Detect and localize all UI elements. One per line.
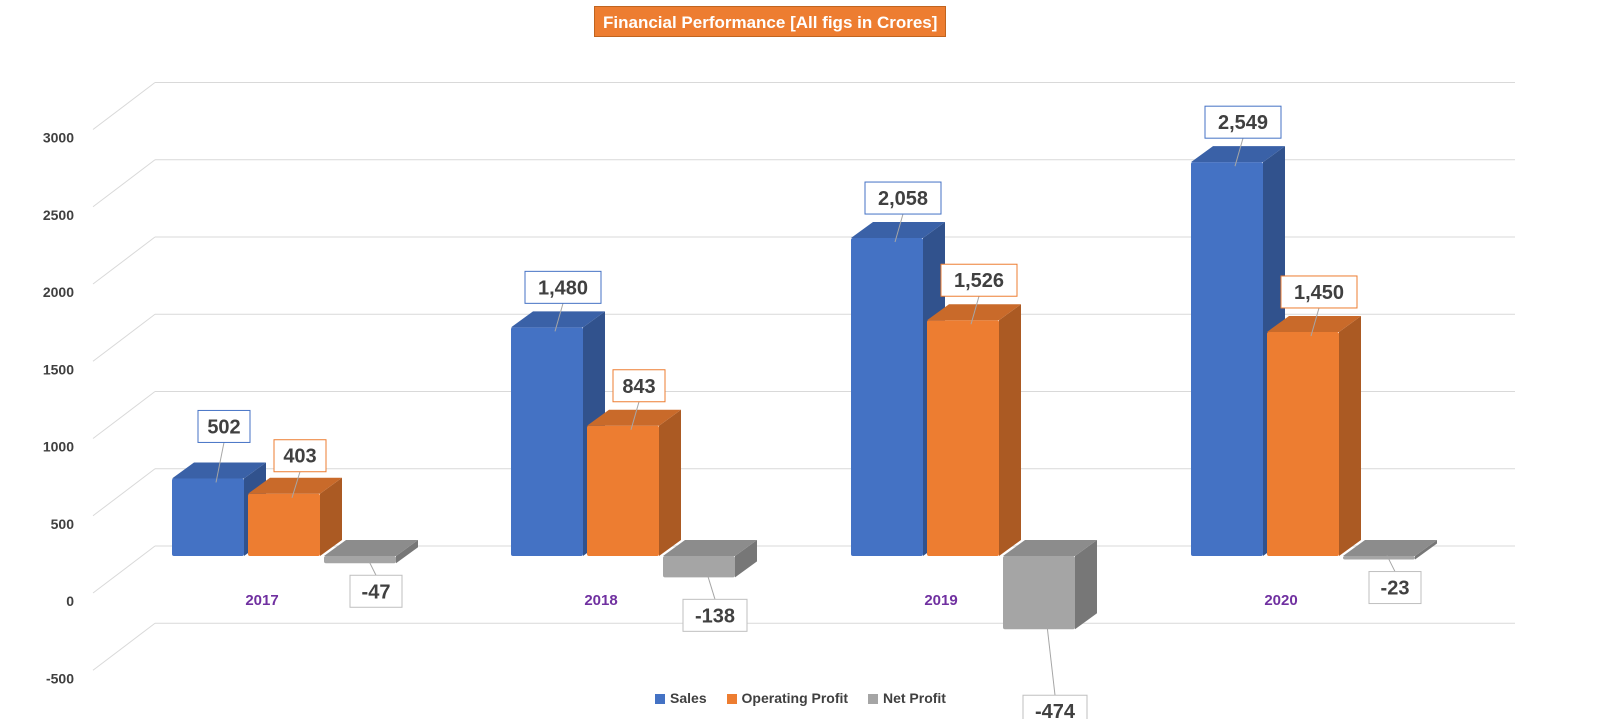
bar-operating-profit-2017-side	[320, 477, 342, 556]
bar-sales-2020-label: 2,549	[1218, 112, 1268, 134]
bar-sales-2018-front	[511, 327, 583, 556]
legend-item-sales: Sales	[655, 690, 707, 706]
bar-sales-2019-leader	[894, 213, 904, 243]
bar-sales-2019-label: 2,058	[878, 188, 928, 210]
legend-label-operating-profit: Operating Profit	[741, 690, 849, 706]
bar-net-profit-2019-label-box	[1022, 694, 1088, 719]
gridline-depth	[92, 313, 156, 362]
bar-operating-profit-2019-front	[927, 320, 999, 556]
bar-operating-profit-2020-label-box	[1280, 275, 1358, 309]
x-category-label-2018: 2018	[584, 592, 617, 609]
y-tick-label: 500	[51, 516, 75, 532]
bar-sales-2017-label-box	[197, 409, 251, 443]
legend-swatch-net-profit	[867, 694, 878, 704]
bar-sales-2017-leader	[215, 442, 225, 483]
bar-operating-profit-2020-label: 1,450	[1294, 282, 1344, 304]
bar-net-profit-2017-side	[396, 540, 418, 564]
bar-operating-profit-2020-leader	[1310, 307, 1320, 337]
bar-operating-profit-2019-leader	[970, 296, 980, 325]
bar-net-profit-2019-front	[1003, 556, 1075, 630]
bar-net-profit-2017-leader	[367, 559, 377, 576]
bar-net-profit-2019-top	[1003, 540, 1097, 556]
bar-net-profit-2020-label: -23	[1381, 578, 1410, 600]
x-category-label-2020: 2020	[1264, 592, 1297, 609]
gridline-depth	[92, 468, 156, 517]
y-tick-label: 1500	[43, 361, 74, 377]
gridline-depth	[92, 622, 156, 671]
bar-operating-profit-2018-label: 843	[622, 376, 655, 398]
bar-operating-profit-2019-label: 1,526	[954, 270, 1004, 292]
chart-title: Financial Performance [All figs in Crore…	[594, 6, 947, 37]
bar-sales-2018-leader	[554, 303, 564, 332]
bar-operating-profit-2019-label-box	[940, 263, 1018, 297]
legend-item-operating-profit: Operating Profit	[726, 690, 849, 706]
bar-net-profit-2019-leader	[1046, 625, 1056, 696]
gridline-depth	[92, 82, 156, 130]
bar-net-profit-2017-label-box	[349, 574, 403, 608]
bar-net-profit-2020-front	[1343, 556, 1415, 560]
legend: Sales Operating Profit Net Profit	[0, 690, 1601, 706]
bar-sales-2019-label-box	[864, 181, 942, 215]
bar-operating-profit-2018-side	[659, 409, 681, 556]
bar-sales-2020-label-box	[1204, 105, 1282, 139]
bar-net-profit-2020-label-box	[1368, 571, 1422, 605]
bar-operating-profit-2017-top	[248, 477, 342, 494]
bar-operating-profit-2017-label: 403	[283, 446, 316, 468]
bar-net-profit-2018-label: -138	[695, 605, 735, 627]
legend-item-net-profit: Net Profit	[867, 690, 946, 706]
legend-label-sales: Sales	[670, 690, 707, 706]
bar-net-profit-2020-side	[1415, 540, 1437, 560]
bar-operating-profit-2018-leader	[630, 401, 640, 430]
y-tick-label: 2000	[43, 284, 74, 300]
bar-operating-profit-2020-side	[1339, 315, 1361, 556]
gridline-depth	[92, 159, 156, 208]
x-category-label-2017: 2017	[245, 592, 278, 609]
bar-net-profit-2018-side	[735, 540, 757, 578]
bar-net-profit-2018-leader	[706, 573, 716, 600]
gridline-depth	[92, 391, 156, 439]
y-tick-label: 3000	[43, 130, 74, 146]
bar-operating-profit-2019-side	[999, 304, 1021, 556]
bar-sales-2018-label: 1,480	[538, 277, 588, 299]
bar-net-profit-2018-front	[663, 556, 735, 578]
y-tick-label: 2500	[43, 207, 74, 223]
x-category-label-2019: 2019	[924, 592, 957, 609]
bar-operating-profit-2018-front	[587, 425, 659, 556]
bar-operating-profit-2017-front	[248, 493, 320, 556]
bar-sales-2020-leader	[1234, 138, 1244, 167]
bar-net-profit-2018-label-box	[682, 598, 748, 632]
bar-net-profit-2017-label: -47	[362, 581, 391, 603]
bar-operating-profit-2020-front	[1267, 331, 1339, 556]
bar-net-profit-2018-top	[663, 540, 757, 556]
bar-operating-profit-2017-label-box	[273, 439, 327, 473]
bar-net-profit-2020-top	[1343, 540, 1437, 556]
bar-sales-2017-top	[172, 462, 266, 479]
bar-net-profit-2020-leader	[1386, 555, 1396, 572]
bar-net-profit-2017-front	[324, 556, 396, 564]
bar-sales-2017-label: 502	[207, 416, 240, 438]
bar-operating-profit-2018-label-box	[612, 369, 666, 403]
legend-label-net-profit: Net Profit	[882, 690, 946, 706]
bar-sales-2017-front	[172, 478, 244, 556]
legend-swatch-sales	[655, 694, 666, 704]
bar-net-profit-2019-side	[1075, 540, 1097, 630]
y-tick-label: 0	[66, 593, 74, 609]
bar-sales-2019-front	[851, 238, 923, 556]
y-tick-label: 1000	[43, 439, 74, 455]
legend-swatch-operating-profit	[726, 694, 737, 704]
gridline-depth	[92, 545, 156, 594]
bar-sales-2018-label-box	[524, 270, 602, 304]
bar-net-profit-2019-label: -474	[1035, 701, 1076, 719]
bar-net-profit-2017-top	[324, 540, 418, 556]
bar-operating-profit-2017-leader	[291, 471, 301, 498]
gridline-depth	[92, 236, 156, 285]
y-tick-label: -500	[46, 670, 74, 686]
bar-sales-2020-front	[1191, 162, 1263, 556]
